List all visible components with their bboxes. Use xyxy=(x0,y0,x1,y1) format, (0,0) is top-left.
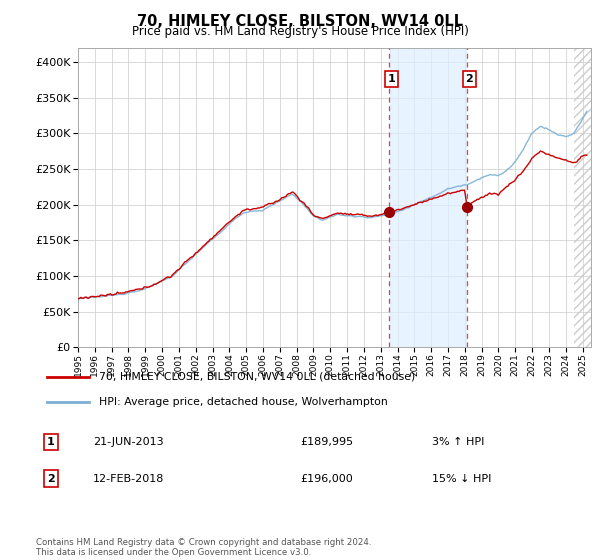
Text: £189,995: £189,995 xyxy=(300,437,353,447)
Text: 1: 1 xyxy=(47,437,55,447)
Text: 12-FEB-2018: 12-FEB-2018 xyxy=(93,474,164,483)
Text: 3% ↑ HPI: 3% ↑ HPI xyxy=(432,437,484,447)
Text: £196,000: £196,000 xyxy=(300,474,353,483)
Text: 15% ↓ HPI: 15% ↓ HPI xyxy=(432,474,491,483)
Text: HPI: Average price, detached house, Wolverhampton: HPI: Average price, detached house, Wolv… xyxy=(100,396,388,407)
Text: 21-JUN-2013: 21-JUN-2013 xyxy=(93,437,164,447)
Text: Contains HM Land Registry data © Crown copyright and database right 2024.
This d: Contains HM Land Registry data © Crown c… xyxy=(36,538,371,557)
Text: 1: 1 xyxy=(388,74,395,84)
Bar xyxy=(574,48,591,347)
Text: 2: 2 xyxy=(466,74,473,84)
Text: Price paid vs. HM Land Registry's House Price Index (HPI): Price paid vs. HM Land Registry's House … xyxy=(131,25,469,38)
Text: 70, HIMLEY CLOSE, BILSTON, WV14 0LL (detached house): 70, HIMLEY CLOSE, BILSTON, WV14 0LL (det… xyxy=(100,372,416,382)
Text: 70, HIMLEY CLOSE, BILSTON, WV14 0LL: 70, HIMLEY CLOSE, BILSTON, WV14 0LL xyxy=(137,14,463,29)
Text: 2: 2 xyxy=(47,474,55,483)
